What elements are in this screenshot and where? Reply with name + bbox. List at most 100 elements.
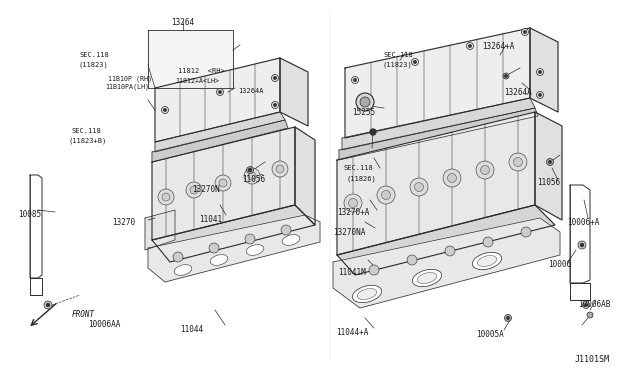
Circle shape [276,165,284,173]
Circle shape [219,179,227,187]
Circle shape [548,161,551,163]
Text: 13270+A: 13270+A [337,208,369,217]
Polygon shape [148,30,233,88]
Text: 13264+A: 13264+A [482,42,515,51]
Text: 11044+A: 11044+A [336,328,369,337]
Circle shape [349,199,358,208]
Circle shape [158,189,174,205]
Text: 10006+A: 10006+A [567,218,600,227]
Circle shape [414,61,416,63]
Polygon shape [145,210,175,250]
Ellipse shape [472,252,502,270]
Text: 13270N: 13270N [192,185,220,194]
Text: 11812  <RH>: 11812 <RH> [178,68,225,74]
Circle shape [274,77,276,79]
Circle shape [271,102,278,109]
Circle shape [445,246,455,256]
Ellipse shape [477,256,497,266]
Text: 13264A: 13264A [238,88,264,94]
Polygon shape [535,112,562,220]
Circle shape [468,45,471,47]
Text: SEC.118: SEC.118 [72,128,102,134]
Text: 10006AA: 10006AA [88,320,120,329]
Circle shape [587,312,593,318]
Text: SEC.118: SEC.118 [343,165,372,171]
Text: SEC.118: SEC.118 [79,52,109,58]
Circle shape [536,92,543,99]
Circle shape [524,31,526,33]
Text: SEC.118: SEC.118 [383,52,413,58]
Ellipse shape [210,255,228,265]
Circle shape [582,301,589,308]
Text: 10005A: 10005A [476,330,504,339]
Circle shape [539,71,541,73]
Circle shape [507,317,509,319]
Text: 15255: 15255 [352,108,375,117]
Text: 11B10PA(LH): 11B10PA(LH) [105,84,149,90]
Text: 11056: 11056 [242,175,265,184]
Text: 11044: 11044 [180,325,204,334]
Polygon shape [148,215,320,282]
Circle shape [539,94,541,96]
Text: 13264: 13264 [172,18,195,27]
Polygon shape [152,205,315,262]
Text: (11823): (11823) [383,62,413,68]
Circle shape [447,173,456,183]
Text: 11041: 11041 [199,215,222,224]
Text: 10006AB: 10006AB [578,300,611,309]
Polygon shape [280,58,308,126]
Circle shape [547,158,554,166]
Text: 11041M: 11041M [338,268,365,277]
Circle shape [47,304,49,307]
Circle shape [415,183,424,192]
Text: 13264A: 13264A [504,88,532,97]
Ellipse shape [417,273,436,283]
Polygon shape [339,108,538,160]
Ellipse shape [282,235,300,246]
Polygon shape [155,112,285,152]
Text: 10006: 10006 [548,260,571,269]
Circle shape [578,241,586,249]
Text: (11826): (11826) [346,175,376,182]
Circle shape [503,73,509,79]
Ellipse shape [174,264,192,275]
Text: (11823+B): (11823+B) [69,138,108,144]
Circle shape [522,29,529,35]
Text: 13270: 13270 [112,218,135,227]
Circle shape [209,243,219,253]
Circle shape [272,161,288,177]
Ellipse shape [353,285,381,303]
Circle shape [173,252,183,262]
Circle shape [248,169,252,171]
Polygon shape [155,58,280,142]
Text: FRONT: FRONT [72,310,95,319]
Circle shape [504,314,511,321]
Polygon shape [333,218,560,308]
Circle shape [585,304,588,306]
Circle shape [274,104,276,106]
Circle shape [412,58,419,65]
Circle shape [369,265,379,275]
Circle shape [513,157,522,167]
Circle shape [162,193,170,201]
Text: 13270NA: 13270NA [333,228,365,237]
Circle shape [407,255,417,265]
Circle shape [509,153,527,171]
Polygon shape [530,28,558,112]
Polygon shape [345,28,530,138]
Circle shape [245,234,255,244]
Circle shape [443,169,461,187]
Circle shape [281,225,291,235]
Circle shape [161,106,168,113]
Polygon shape [295,127,315,225]
Circle shape [536,68,543,76]
Text: 11B10P (RH): 11B10P (RH) [108,75,152,81]
Text: 10085: 10085 [18,210,41,219]
Circle shape [248,172,256,180]
Circle shape [246,167,253,173]
Circle shape [410,178,428,196]
Circle shape [351,77,358,83]
Polygon shape [152,127,295,240]
Circle shape [244,168,260,184]
Text: J1101SM: J1101SM [575,355,610,364]
